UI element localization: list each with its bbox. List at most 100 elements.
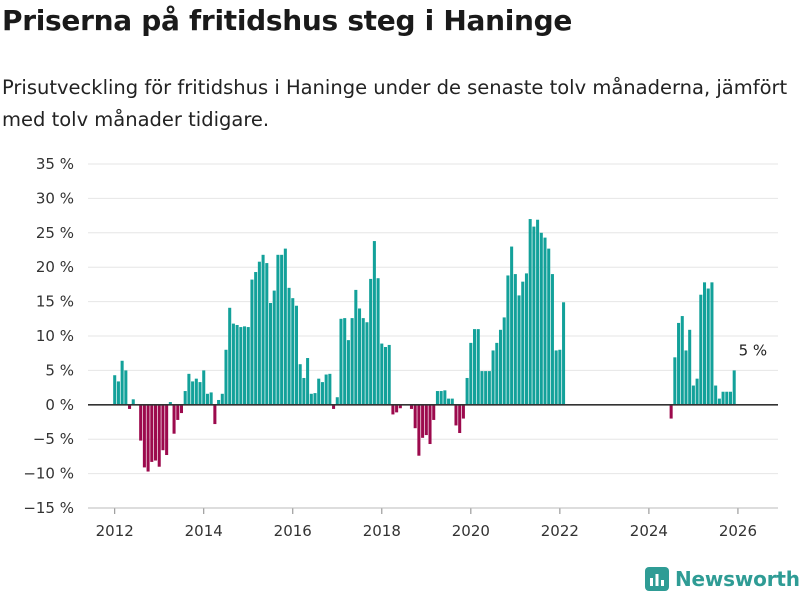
bar: [165, 404, 169, 456]
bar: [536, 219, 540, 405]
bar: [458, 404, 462, 434]
bar: [409, 404, 413, 409]
bar: [695, 378, 699, 405]
bar: [128, 404, 132, 409]
bar: [562, 302, 566, 405]
bar: [498, 329, 503, 405]
bar: [124, 370, 128, 405]
bar: [669, 404, 673, 419]
bar: [332, 404, 336, 409]
bar: [554, 350, 558, 405]
bar: [268, 302, 273, 405]
bar: [280, 254, 284, 405]
x-tick-label: 2020: [452, 522, 490, 540]
bar: [506, 275, 510, 405]
bar: [120, 360, 124, 405]
brand-name: Newsworthy: [675, 567, 800, 591]
bar: [217, 399, 221, 405]
bar: [398, 404, 402, 409]
x-tick-label: 2018: [363, 522, 401, 540]
bar: [157, 404, 161, 467]
bar: [350, 318, 354, 405]
bar: [306, 358, 310, 405]
bar: [691, 385, 695, 405]
bar: [476, 329, 480, 405]
bar: [172, 404, 176, 434]
bar: [473, 329, 477, 405]
x-tick-label: 2024: [630, 522, 668, 540]
bar: [283, 248, 287, 405]
bar: [194, 378, 198, 405]
bar: [235, 324, 239, 405]
bar: [243, 326, 247, 405]
bar: [424, 404, 428, 436]
bar: [439, 391, 443, 405]
bar: [231, 323, 235, 405]
y-tick-label: −10 %: [23, 465, 74, 483]
bar: [539, 232, 543, 405]
newsworthy-logo-icon: [645, 567, 669, 591]
bar: [688, 329, 692, 405]
bar: [677, 322, 681, 405]
bar: [239, 327, 243, 405]
bar: [380, 343, 384, 405]
bar: [365, 322, 369, 405]
bar: [191, 381, 195, 405]
y-tick-label: 15 %: [36, 293, 74, 311]
bar: [265, 263, 269, 405]
y-tick-label: 35 %: [36, 155, 74, 173]
bar: [484, 371, 488, 405]
bar: [432, 404, 436, 420]
bar: [228, 307, 232, 405]
bar: [287, 287, 291, 405]
bar: [714, 385, 718, 405]
bar: [728, 391, 733, 405]
brand-logo: Newsworthy: [645, 567, 800, 591]
bar: [320, 382, 324, 405]
bar: [153, 404, 158, 461]
bar: [684, 350, 688, 405]
bar: [328, 373, 332, 405]
bar: [699, 294, 703, 405]
bar: [179, 404, 183, 414]
bar: [447, 398, 451, 405]
bar: [710, 282, 714, 405]
bar: [717, 398, 721, 405]
bar: [168, 402, 172, 405]
y-tick-label: 20 %: [36, 258, 74, 276]
bar: [276, 254, 280, 405]
bar: [369, 278, 373, 405]
x-tick-label: 2016: [274, 522, 312, 540]
bar: [480, 371, 484, 405]
bar: [413, 404, 417, 429]
bar: [532, 226, 536, 405]
bar: [703, 282, 707, 405]
bar: [146, 404, 150, 472]
bar: [521, 281, 525, 405]
bar: [209, 392, 213, 405]
bar: [465, 377, 469, 405]
bar: [543, 237, 547, 405]
bar: [343, 318, 347, 405]
bar: [491, 350, 495, 405]
bar: [391, 404, 395, 415]
bar: [443, 390, 447, 405]
chart-subtitle: Prisutveckling för fritidshus i Haninge …: [2, 76, 788, 131]
chart-title: Priserna på fritidshus steg i Haninge: [2, 4, 573, 37]
bar: [250, 279, 254, 405]
bar: [547, 248, 551, 405]
bar: [732, 370, 736, 405]
bar: [302, 377, 306, 405]
bar: [454, 404, 458, 426]
bar: [309, 393, 313, 405]
bar: [387, 344, 391, 405]
bar: [324, 374, 328, 405]
y-tick-label: 25 %: [36, 224, 74, 242]
bar: [272, 290, 276, 405]
x-tick-label: 2026: [719, 522, 757, 540]
bar: [220, 393, 224, 405]
bar: [487, 371, 491, 405]
y-tick-label: 30 %: [36, 189, 74, 207]
bar: [198, 382, 202, 405]
